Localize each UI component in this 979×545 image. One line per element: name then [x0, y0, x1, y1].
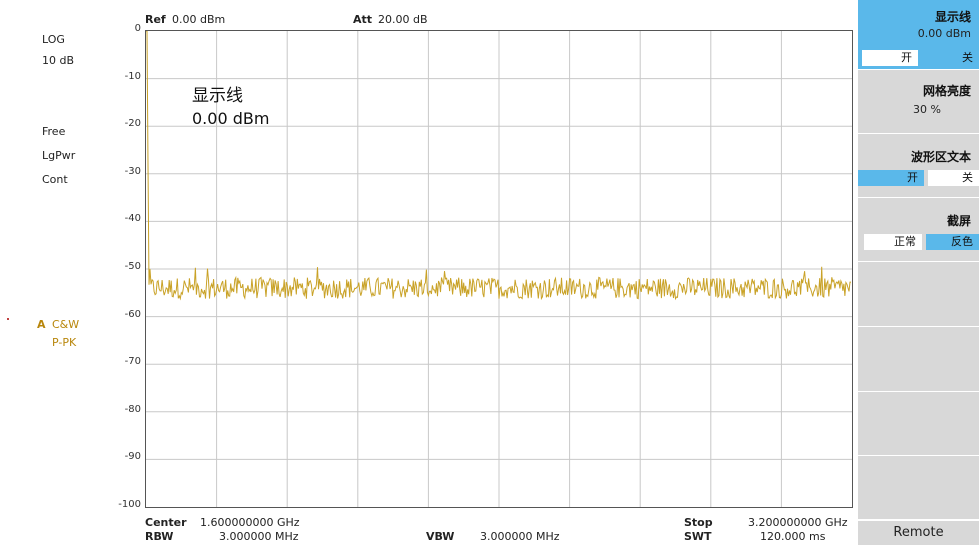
- spectrum-plot: 显示线 0.00 dBm: [145, 30, 853, 508]
- scale-type: LOG: [42, 33, 65, 46]
- spectrum-trace: [146, 31, 851, 301]
- y-tick-label: -30: [124, 165, 141, 177]
- rbw-label: RBW: [145, 530, 174, 543]
- waveform-text-title: 波形区文本: [910, 150, 971, 164]
- y-tick-label: -90: [124, 451, 141, 463]
- ref-label: Ref: [145, 13, 166, 26]
- ref-value: 0.00 dBm: [172, 13, 226, 26]
- softkey-empty-7[interactable]: [858, 392, 979, 456]
- y-tick-label: -40: [124, 213, 141, 225]
- grid-brightness-title: 网格亮度: [922, 84, 971, 98]
- stop-value: 3.200000000 GHz: [748, 516, 848, 529]
- remote-status: Remote: [858, 520, 979, 545]
- screenshot-title: 截屏: [946, 214, 971, 228]
- center-label: Center: [145, 516, 187, 529]
- spectrum-svg: [146, 31, 852, 507]
- softkey-panel: 显示线 0.00 dBm 开 关 网格亮度 30 % 波形区文本 开 关 截屏 …: [858, 0, 979, 544]
- cont-label: Cont: [42, 173, 68, 186]
- rbw-value: 3.000000 MHz: [219, 530, 299, 543]
- softkey-empty-8[interactable]: [858, 456, 979, 520]
- annotation-value: 0.00 dBm: [192, 109, 270, 128]
- softkey-waveform-text[interactable]: 波形区文本 开 关: [858, 134, 979, 198]
- trace-letter: A: [37, 318, 46, 331]
- lgpwr-label: LgPwr: [42, 149, 76, 162]
- display-line-on-toggle[interactable]: 开: [862, 50, 918, 66]
- y-tick-label: -70: [124, 356, 141, 368]
- y-tick-label: -20: [124, 118, 141, 130]
- att-label: Att: [353, 13, 373, 26]
- display-line-value: 0.00 dBm: [917, 27, 971, 40]
- marker-dot: [7, 318, 9, 320]
- vbw-value: 3.000000 MHz: [480, 530, 560, 543]
- softkey-empty-6[interactable]: [858, 327, 979, 392]
- display-line-title: 显示线: [934, 10, 971, 24]
- grid-brightness-value: 30 %: [913, 103, 941, 116]
- y-tick-label: -80: [124, 403, 141, 415]
- y-tick-label: -100: [118, 499, 141, 510]
- annotation-title: 显示线: [192, 86, 243, 106]
- detector-label: P-PK: [52, 336, 77, 349]
- y-tick-label: -60: [124, 308, 141, 320]
- y-tick-label: -50: [124, 261, 141, 272]
- stop-label: Stop: [684, 516, 713, 529]
- y-tick-label: -10: [124, 70, 141, 82]
- free-label: Free: [42, 125, 66, 138]
- trace-group: [146, 31, 851, 301]
- grid-lines: [146, 31, 852, 507]
- display-line-off-toggle[interactable]: 关: [924, 50, 979, 66]
- trace-mode: C&W: [52, 318, 80, 331]
- screenshot-normal-toggle[interactable]: 正常: [864, 234, 922, 250]
- softkey-screenshot[interactable]: 截屏 正常 反色: [858, 198, 979, 262]
- scale-div: 10 dB: [42, 54, 75, 67]
- y-tick-label: 0: [134, 23, 141, 34]
- swt-label: SWT: [684, 530, 712, 543]
- softkey-grid-brightness[interactable]: 网格亮度 30 %: [858, 70, 979, 134]
- waveform-text-off-toggle[interactable]: 关: [928, 170, 979, 186]
- softkey-empty-5[interactable]: [858, 262, 979, 327]
- att-value: 20.00 dB: [378, 13, 428, 26]
- softkey-display-line[interactable]: 显示线 0.00 dBm 开 关: [858, 0, 979, 70]
- center-value: 1.600000000 GHz: [200, 516, 300, 529]
- screenshot-inverse-toggle[interactable]: 反色: [926, 234, 979, 250]
- vbw-label: VBW: [426, 530, 455, 543]
- swt-value: 120.000 ms: [760, 530, 826, 543]
- waveform-text-on-toggle[interactable]: 开: [858, 170, 924, 186]
